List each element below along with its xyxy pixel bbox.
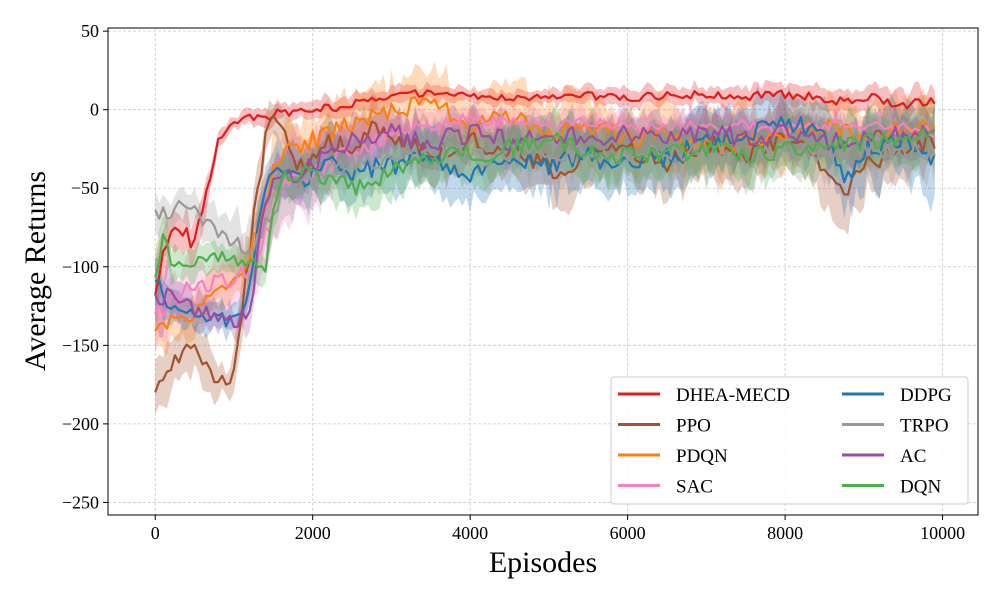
- plot-frame: [107, 27, 979, 516]
- x-tick-label: 6000: [610, 523, 646, 543]
- y-tick-label: 50: [81, 21, 99, 41]
- legend-label-sac: SAC: [676, 477, 713, 498]
- legend-label-pdqn: PDQN: [676, 446, 728, 467]
- band-dqn: [155, 95, 935, 304]
- legend-label-trpo: TRPO: [900, 416, 949, 437]
- line-trpo: [154, 138, 936, 255]
- legend: DHEA-MECD PPO PDQN SAC DDPG TRPO AC DQN: [610, 376, 969, 505]
- y-tick-label: −50: [71, 178, 99, 198]
- x-tick-label: 10000: [920, 523, 965, 543]
- y-tick-label: −250: [62, 492, 99, 512]
- series-lines: [154, 89, 936, 393]
- line-sac: [154, 113, 936, 317]
- y-tick-label: −100: [62, 257, 99, 277]
- line-dqn: [154, 127, 935, 278]
- axis-ticks: 0 2000 4000 6000 8000 10000 50 0 −50 −100 −150 −200…: [62, 21, 965, 543]
- x-tick-label: 4000: [452, 523, 488, 543]
- legend-label-ddpg: DDPG: [900, 385, 952, 406]
- legend-label-ac: AC: [900, 446, 926, 467]
- x-tick-label: 8000: [767, 523, 803, 543]
- legend-label-dhea-mecd: DHEA-MECD: [676, 385, 790, 406]
- x-tick-label: 0: [151, 523, 160, 543]
- y-tick-label: 0: [90, 100, 99, 120]
- x-axis-title: Episodes: [489, 546, 597, 579]
- band-ppo: [155, 92, 935, 415]
- band-dhea-mecd: [155, 79, 935, 342]
- legend-label-ppo: PPO: [676, 416, 711, 437]
- legend-label-dqn: DQN: [900, 477, 941, 498]
- legend-box: [610, 376, 969, 505]
- band-ddpg: [155, 84, 935, 343]
- x-tick-label: 2000: [295, 523, 331, 543]
- line-dhea-mecd: [154, 89, 936, 296]
- y-tick-label: −150: [62, 335, 99, 355]
- y-axis-title: Average Returns: [19, 171, 52, 371]
- y-tick-label: −200: [62, 414, 99, 434]
